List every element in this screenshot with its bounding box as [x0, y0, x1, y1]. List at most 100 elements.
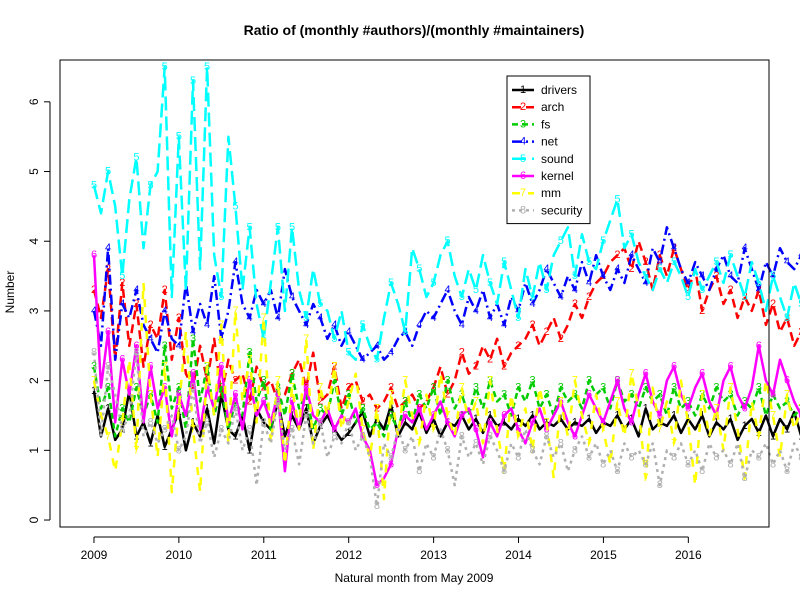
data-point-drivers: 1: [685, 413, 691, 425]
data-point-drivers: 1: [699, 410, 705, 422]
data-point-kernel: 6: [247, 375, 253, 387]
data-point-kernel: 6: [614, 375, 620, 387]
data-point-arch: 2: [727, 284, 733, 296]
data-point-security: 8: [346, 416, 352, 428]
data-point-sound: 5: [402, 326, 408, 338]
data-point-kernel: 6: [147, 361, 153, 373]
data-point-arch: 2: [331, 361, 337, 373]
data-point-sound: 5: [91, 180, 97, 192]
x-tick-label: 2014: [505, 548, 532, 562]
data-point-arch: 2: [247, 396, 253, 408]
data-point-sound: 5: [147, 180, 153, 192]
data-point-arch: 2: [685, 284, 691, 296]
data-point-net: 4: [459, 319, 465, 331]
data-point-kernel: 6: [586, 389, 592, 401]
data-point-drivers: 1: [261, 416, 267, 428]
data-point-mm: 7: [346, 396, 352, 408]
x-axis: 2009 2010 2011 2012 2013 2014 2015 2016: [81, 536, 702, 562]
data-point-drivers: 1: [473, 413, 479, 425]
data-point-security: 8: [445, 444, 451, 456]
data-point-mm: 7: [515, 430, 521, 442]
legend-label-kernel: kernel: [541, 169, 574, 183]
data-point-net: 4: [657, 256, 663, 268]
data-point-security: 8: [727, 458, 733, 470]
data-point-fs: 3: [727, 389, 733, 401]
data-point-mm: 7: [247, 354, 253, 366]
data-point-net: 4: [784, 256, 790, 268]
data-point-mm: 7: [232, 305, 238, 317]
series-line-mm: [92, 281, 800, 501]
data-point-sound: 5: [798, 298, 800, 310]
data-point-sound: 5: [346, 347, 352, 359]
data-point-security: 8: [360, 430, 366, 442]
data-point-sound: 5: [784, 312, 790, 324]
plot-frame: [59, 59, 770, 528]
data-point-security: 8: [147, 416, 153, 428]
data-point-net: 4: [317, 312, 323, 324]
data-point-arch: 2: [105, 263, 111, 275]
data-point-security: 8: [572, 444, 578, 456]
data-point-kernel: 6: [176, 389, 182, 401]
data-point-drivers: 1: [643, 403, 649, 415]
data-point-fs: 3: [105, 382, 111, 394]
data-point-kernel: 6: [727, 361, 733, 373]
data-point-kernel: 6: [473, 423, 479, 435]
data-point-security: 8: [261, 416, 267, 428]
data-point-security: 8: [643, 458, 649, 470]
data-point-net: 4: [600, 270, 606, 282]
data-point-mm: 7: [756, 430, 762, 442]
data-point-mm: 7: [317, 382, 323, 394]
legend-box: [506, 75, 591, 225]
data-point-fs: 3: [473, 382, 479, 394]
legend-marker-fs: 3: [520, 118, 526, 130]
data-point-arch: 2: [402, 396, 408, 408]
data-point-fs: 3: [331, 375, 337, 387]
legend-marker-sound: 5: [520, 153, 526, 165]
data-point-mm: 7: [133, 444, 139, 456]
data-point-arch: 2: [204, 375, 210, 387]
legend-label-mm: mm: [541, 186, 561, 200]
data-point-net: 4: [614, 263, 620, 275]
data-point-fs: 3: [360, 403, 366, 415]
data-point-security: 8: [628, 451, 634, 463]
data-point-security: 8: [402, 444, 408, 456]
legend-label-fs: fs: [541, 117, 550, 131]
data-point-arch: 2: [628, 263, 634, 275]
data-point-arch: 2: [374, 403, 380, 415]
data-point-arch: 2: [473, 361, 479, 373]
data-point-security: 8: [558, 437, 564, 449]
data-point-sound: 5: [190, 75, 196, 87]
data-point-mm: 7: [416, 437, 422, 449]
data-point-net: 4: [416, 319, 422, 331]
data-point-fs: 3: [374, 416, 380, 428]
data-point-drivers: 1: [147, 437, 153, 449]
legend-label-security: security: [541, 203, 582, 217]
data-point-kernel: 6: [289, 396, 295, 408]
data-point-mm: 7: [218, 319, 224, 331]
data-point-security: 8: [105, 361, 111, 373]
series-net: 4444444444444444444444444444444444444444…: [91, 226, 800, 366]
data-point-security: 8: [388, 451, 394, 463]
data-point-drivers: 1: [713, 416, 719, 428]
legend-marker-security: 8: [520, 204, 526, 216]
y-tick-label: 2: [27, 377, 41, 384]
data-point-net: 4: [501, 319, 507, 331]
data-point-drivers: 1: [402, 416, 408, 428]
data-point-kernel: 6: [388, 458, 394, 470]
data-point-arch: 2: [614, 249, 620, 261]
data-point-arch: 2: [798, 326, 800, 338]
data-point-fs: 3: [572, 389, 578, 401]
y-tick-label: 5: [27, 168, 41, 175]
data-point-sound: 5: [558, 235, 564, 247]
data-point-security: 8: [317, 416, 323, 428]
data-point-fs: 3: [388, 410, 394, 422]
data-point-kernel: 6: [643, 368, 649, 380]
data-point-sound: 5: [600, 235, 606, 247]
legend-marker-mm: 7: [520, 187, 526, 199]
legend-label-net: net: [541, 135, 558, 149]
data-point-fs: 3: [558, 382, 564, 394]
data-point-fs: 3: [671, 382, 677, 394]
data-point-arch: 2: [657, 249, 663, 261]
legend-marker-arch: 2: [520, 101, 526, 113]
